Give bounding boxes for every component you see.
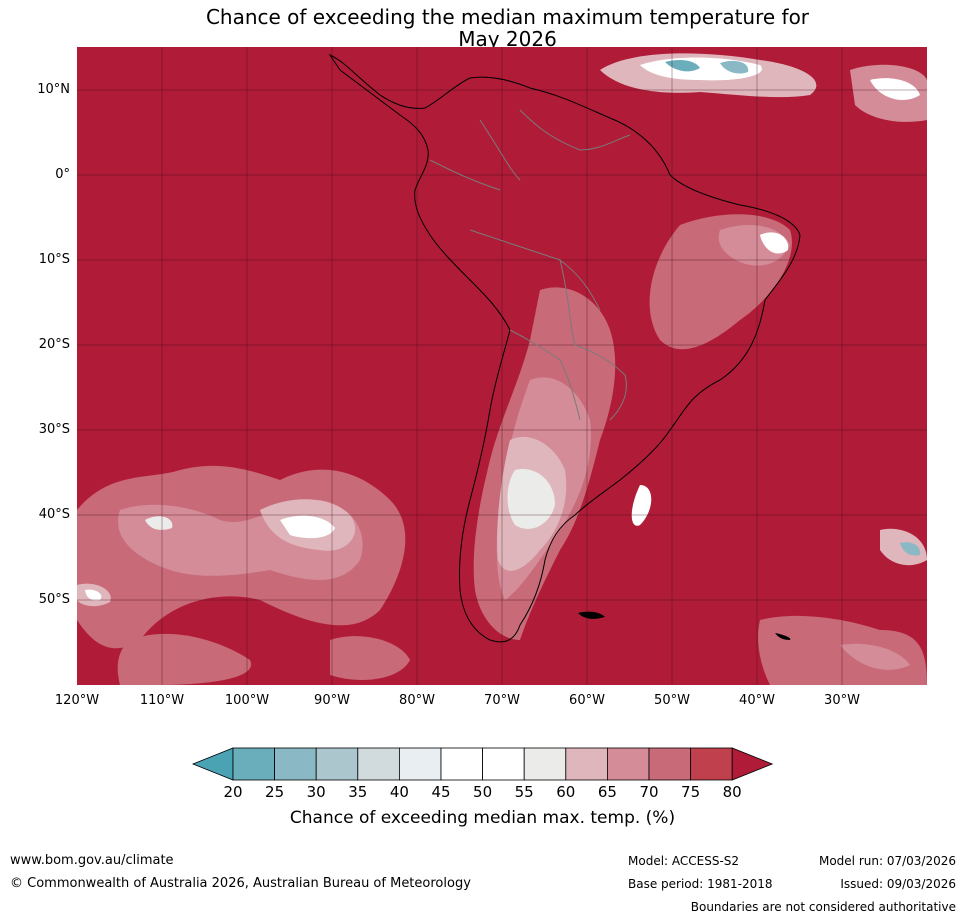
- colorbar-label: Chance of exceeding median max. temp. (%…: [289, 808, 676, 828]
- colorbar-swatch-75-80: [690, 747, 733, 781]
- colorbar-swatch-70-75: [648, 747, 691, 781]
- colorbar-tick-70: 70: [639, 783, 659, 801]
- atlantic-north-anomaly: [600, 53, 927, 122]
- falkland-islands: [578, 611, 605, 619]
- lat-label-30S: 30°S: [38, 422, 70, 437]
- colorbar-tick-30: 30: [306, 783, 326, 801]
- colorbar-tick-40: 40: [389, 783, 409, 801]
- lat-label-50S: 50°S: [38, 592, 70, 607]
- lon-label-30W: 30°W: [824, 693, 860, 708]
- lon-label-40W: 40°W: [739, 693, 775, 708]
- footer-url[interactable]: www.bom.gov.au/climate: [10, 853, 174, 868]
- southern-cone-anomaly: [473, 287, 652, 640]
- colorbar-tick-60: 60: [556, 783, 576, 801]
- colorbar-swatch-45-50: [440, 747, 483, 781]
- lat-label-20S: 20°S: [38, 337, 70, 352]
- colorbar-tick-55: 55: [514, 783, 534, 801]
- lat-label-40S: 40°S: [38, 507, 70, 522]
- colorbar-tick-25: 25: [265, 783, 285, 801]
- map-field: [77, 47, 927, 685]
- lat-label-10N: 10°N: [37, 82, 70, 97]
- chart-title-line2: May 2026: [458, 27, 557, 51]
- chart-title-line1: Chance of exceeding the median maximum t…: [205, 5, 810, 29]
- colorbar-swatch-35-40: [357, 747, 400, 781]
- colorbar-tick-35: 35: [348, 783, 368, 801]
- colorbar-swatch-40-45: [398, 747, 442, 781]
- colorbar-extend-high: [731, 747, 774, 781]
- colorbar-swatch-50-55: [482, 747, 525, 781]
- country-borders: [429, 109, 631, 421]
- colorbar-swatch-65-70: [607, 747, 650, 781]
- brazil-anomaly-region: [649, 214, 792, 350]
- colorbar-swatch-20-25: [232, 747, 275, 781]
- colorbar-tick-45: 45: [431, 783, 451, 801]
- footer-base-period: Base period: 1981-2018: [628, 877, 773, 891]
- footer-issued: Issued: 09/03/2026: [840, 877, 956, 891]
- lon-label-120W: 120°W: [54, 693, 100, 708]
- footer-copyright: © Commonwealth of Australia 2026, Austra…: [10, 876, 471, 891]
- pacific-anomaly-region: [77, 465, 410, 685]
- colorbar-extend-low: [191, 747, 234, 781]
- lon-label-70W: 70°W: [484, 693, 520, 708]
- colorbar-swatch-25-30: [274, 747, 317, 781]
- lat-label-10S: 10°S: [38, 252, 70, 267]
- lon-label-90W: 90°W: [314, 693, 350, 708]
- colorbar-tick-20: 20: [223, 783, 243, 801]
- colorbar-swatch-60-65: [565, 747, 608, 781]
- footer-disclaimer: Boundaries are not considered authoritat…: [690, 900, 956, 914]
- lon-label-110W: 110°W: [139, 693, 185, 708]
- footer-model: Model: ACCESS-S2: [628, 854, 740, 868]
- lon-label-100W: 100°W: [224, 693, 270, 708]
- lon-label-80W: 80°W: [399, 693, 435, 708]
- lon-label-60W: 60°W: [569, 693, 605, 708]
- lon-label-50W: 50°W: [654, 693, 690, 708]
- south-georgia: [775, 633, 791, 640]
- colorbar-swatch-30-35: [315, 747, 359, 781]
- lat-label-0: 0°: [55, 167, 70, 182]
- colorbar-swatch-55-60: [523, 747, 567, 781]
- colorbar-tick-50: 50: [473, 783, 493, 801]
- colorbar-tick-75: 75: [681, 783, 701, 801]
- colorbar-tick-65: 65: [597, 783, 617, 801]
- colorbar-tick-80: 80: [722, 783, 742, 801]
- south-atlantic-blotch-inner: [840, 643, 910, 670]
- south-america-coastline: [328, 53, 801, 643]
- graticule: [77, 47, 927, 685]
- south-pacific-east-blotch-inner: [900, 542, 921, 556]
- footer-model-run: Model run: 07/03/2026: [818, 854, 956, 868]
